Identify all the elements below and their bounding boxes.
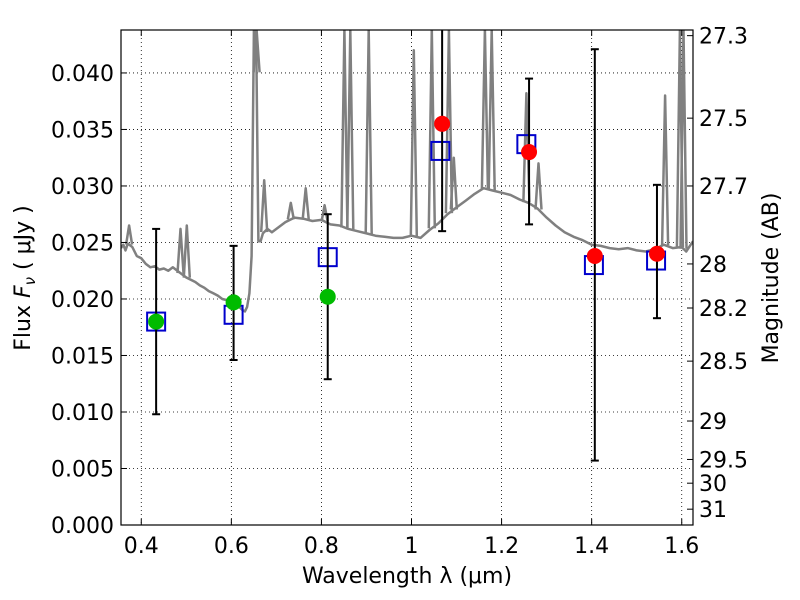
y2-tick-label: 28.5 xyxy=(699,350,748,375)
y2-tick-label: 30 xyxy=(699,472,727,497)
emission-line xyxy=(286,201,296,220)
x-tick-label: 1 xyxy=(405,534,419,559)
model-spectrum-layer xyxy=(121,30,693,313)
plot-frame xyxy=(120,29,694,526)
ticks xyxy=(121,30,693,526)
grid xyxy=(121,30,693,525)
x-tick-label: 0.6 xyxy=(214,534,249,559)
emission-line xyxy=(444,30,454,214)
y2-tick-label: 28 xyxy=(699,253,727,278)
emission-line xyxy=(124,224,134,245)
y-tick-label: 0.030 xyxy=(51,175,114,200)
y-axis-label-symbol: F xyxy=(11,285,36,298)
emission-line xyxy=(660,94,670,246)
y-tick-labels: 0.000 0.005 0.010 0.015 0.020 0.025 0.030 0.035… xyxy=(51,62,114,539)
y-axis-label: Flux Fν ( μJy ) xyxy=(11,205,39,350)
model-band-square xyxy=(430,140,451,161)
y-tick-label: 0.040 xyxy=(51,62,114,87)
emission-line xyxy=(487,30,496,191)
y2-tick-label: 27.3 xyxy=(699,25,748,50)
x-tick-label: 0.4 xyxy=(124,534,159,559)
y2-axis-label: Magnitude (AB) xyxy=(759,193,784,364)
nir-point xyxy=(434,115,451,132)
emission-line xyxy=(346,30,355,230)
emission-line xyxy=(301,186,310,220)
y2-tick-label: 29 xyxy=(699,410,727,435)
detection-point xyxy=(319,288,336,305)
y-axis-label-prefix: Flux xyxy=(11,298,36,351)
y-tick-label: 0.015 xyxy=(51,344,114,369)
emission-line xyxy=(176,227,185,274)
emission-line xyxy=(252,30,261,73)
emission-line xyxy=(427,30,437,229)
emission-line xyxy=(409,49,419,237)
y-tick-label: 0.035 xyxy=(51,118,114,143)
emission-line xyxy=(534,162,543,210)
y-tick-label: 0.020 xyxy=(51,288,114,313)
plot-area xyxy=(121,30,693,525)
x-tick-label: 1.2 xyxy=(484,534,519,559)
y2-tick-label: 28.2 xyxy=(699,297,748,322)
x-tick-label: 0.8 xyxy=(304,534,339,559)
x-tick-label: 1.6 xyxy=(664,534,699,559)
y-axis-label-subscript: ν xyxy=(21,277,39,285)
emission-line xyxy=(679,30,688,249)
emission-line xyxy=(259,179,269,233)
nir-point xyxy=(521,144,538,161)
emission-line xyxy=(340,30,349,228)
emission-line xyxy=(320,203,329,222)
y2-tick-label: 27.5 xyxy=(699,107,748,132)
emission-line xyxy=(480,30,490,189)
y-tick-label: 0.005 xyxy=(51,457,114,482)
x-tick-labels: 0.4 0.6 0.8 1 1.2 1.4 1.6 xyxy=(124,534,699,559)
y-tick-label: 0.025 xyxy=(51,231,114,256)
nir-point xyxy=(648,245,665,262)
y-tick-label: 0.010 xyxy=(51,401,114,426)
y2-tick-label: 31 xyxy=(699,498,727,523)
nir-point xyxy=(586,248,603,265)
y2-tick-label: 29.5 xyxy=(699,448,748,473)
error-bars xyxy=(148,30,665,462)
detection-point xyxy=(225,294,242,311)
y2-tick-label: 27.7 xyxy=(699,175,748,200)
emission-line xyxy=(182,224,192,278)
emission-line xyxy=(364,30,373,235)
y-axis-label-unit: ( μJy ) xyxy=(11,205,36,277)
detection-point xyxy=(148,313,165,330)
x-tick-label: 1.4 xyxy=(574,534,609,559)
emission-line xyxy=(449,156,459,210)
x-axis-label: Wavelength λ (μm) xyxy=(302,564,512,589)
y-tick-label: 0.000 xyxy=(51,514,114,539)
